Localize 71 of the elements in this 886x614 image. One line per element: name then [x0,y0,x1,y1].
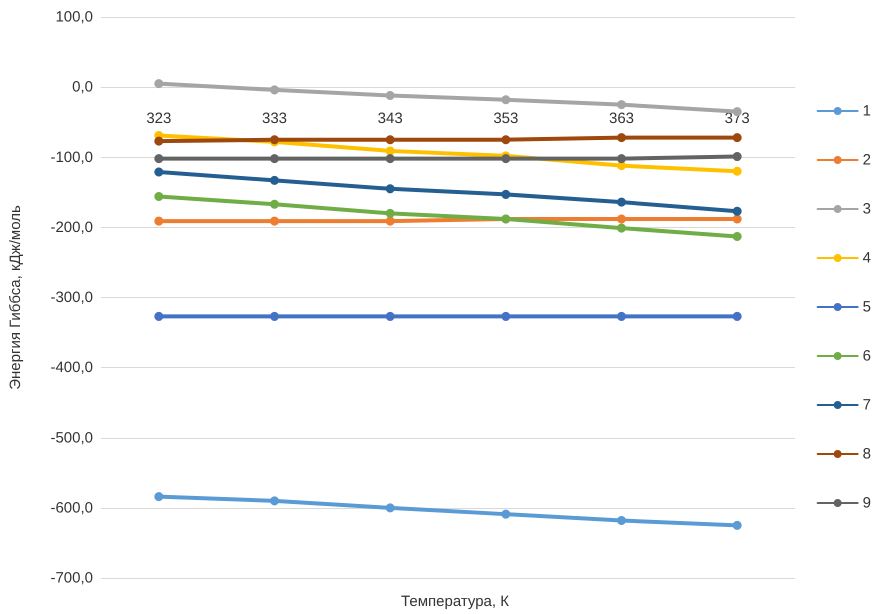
point [617,224,626,233]
legend-label: 8 [862,446,871,462]
y-tick-label: 0,0 [72,78,93,96]
point [732,214,742,224]
point [617,312,626,321]
legend-label: 6 [862,348,871,364]
point [732,520,742,530]
point [154,136,164,146]
x-tick-label: 333 [262,110,288,128]
point [386,216,395,226]
x-tick-label: 363 [608,110,634,128]
point [732,152,742,162]
point [617,100,626,110]
point [386,184,395,194]
y-tick-label: -700,0 [50,570,93,586]
point [501,510,510,519]
legend-label: 2 [862,152,871,168]
y-tick-label: -500,0 [50,429,93,446]
legend-label: 7 [862,396,871,414]
legend-label: 4 [862,250,871,266]
point [154,79,164,88]
y-tick-label: -300,0 [50,289,93,306]
x-tick-label: 323 [146,110,172,128]
point [270,200,279,209]
y-tick-label: -400,0 [50,359,93,376]
point [732,133,742,142]
point [617,516,626,525]
point [154,192,164,202]
point [617,214,626,224]
legend-label: 1 [862,102,871,120]
point [386,208,395,218]
point [154,312,164,321]
point [501,190,510,199]
point [617,133,626,142]
x-axis-title: Температура, К [401,593,510,610]
y-tick-label: -200,0 [50,218,93,236]
point [154,216,164,226]
point [732,166,742,176]
point [270,85,279,94]
point [270,312,279,321]
point [386,154,395,164]
y-tick-label: 100,0 [55,8,93,26]
legend-label: 9 [862,494,871,512]
point [270,176,279,185]
point [386,503,395,512]
point [270,496,279,506]
point [270,216,279,226]
point [501,154,510,164]
point [501,95,510,104]
point [386,146,395,156]
x-tick-label: 353 [493,110,518,128]
point [501,135,510,144]
y-tick-label: -100,0 [50,148,93,166]
point [154,154,164,164]
point [154,492,164,502]
x-tick-label: 343 [378,110,403,128]
point [501,312,510,321]
y-tick-label: -600,0 [50,499,93,516]
legend-label: 3 [862,200,871,218]
point [732,312,742,321]
point [732,206,742,216]
point [270,154,279,164]
point [386,135,395,144]
y-axis-title: Энергия Гиббса, кДж/моль [7,205,24,390]
point [617,198,626,207]
point [386,91,395,100]
point [732,232,742,241]
point [617,154,626,164]
point [386,312,395,321]
point [154,167,164,176]
legend-label: 5 [862,298,871,316]
